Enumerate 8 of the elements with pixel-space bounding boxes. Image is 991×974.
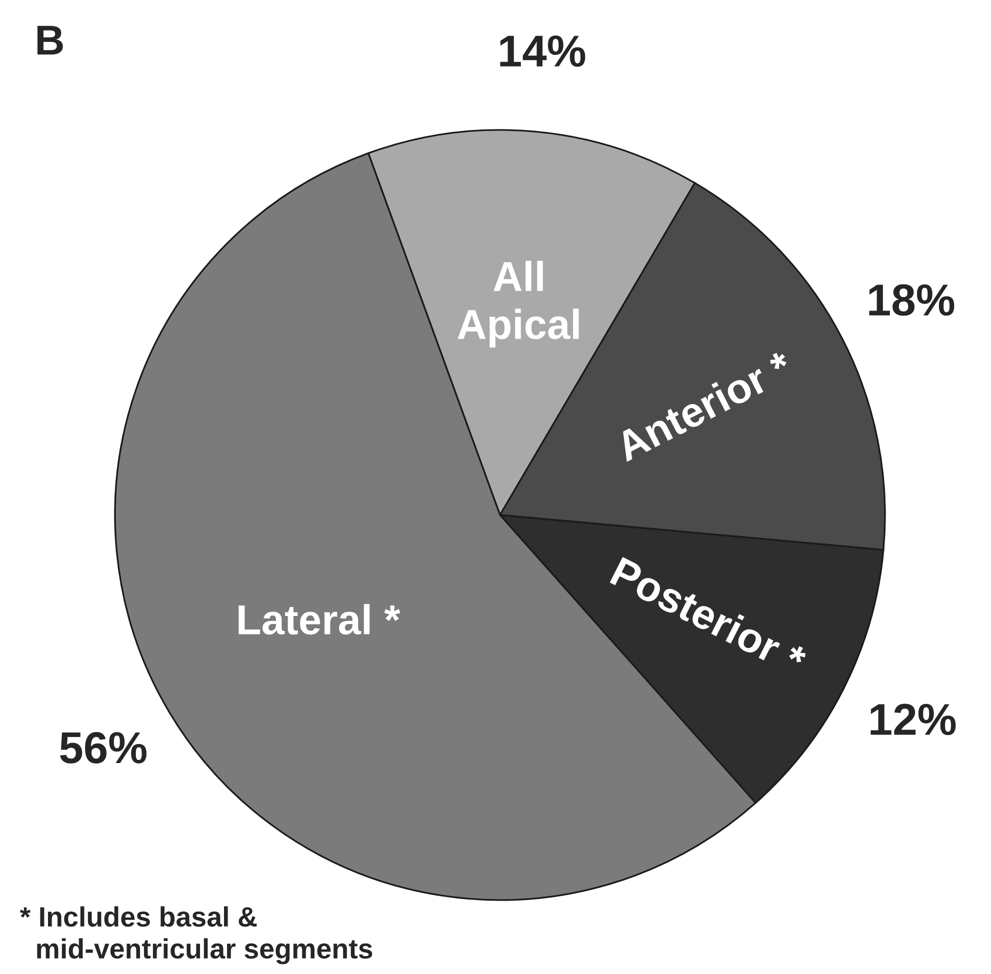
data-label: 14% xyxy=(500,35,586,67)
chart-title: B xyxy=(37,26,63,55)
slice-label: Lateral * xyxy=(238,604,400,635)
slice-label: All Apical xyxy=(458,260,579,348)
data-label: 12% xyxy=(870,704,956,736)
data-label: 56% xyxy=(60,732,146,764)
data-label: 18% xyxy=(869,284,954,316)
text: * Includes basal & mid-ventricular segments xyxy=(20,906,372,964)
